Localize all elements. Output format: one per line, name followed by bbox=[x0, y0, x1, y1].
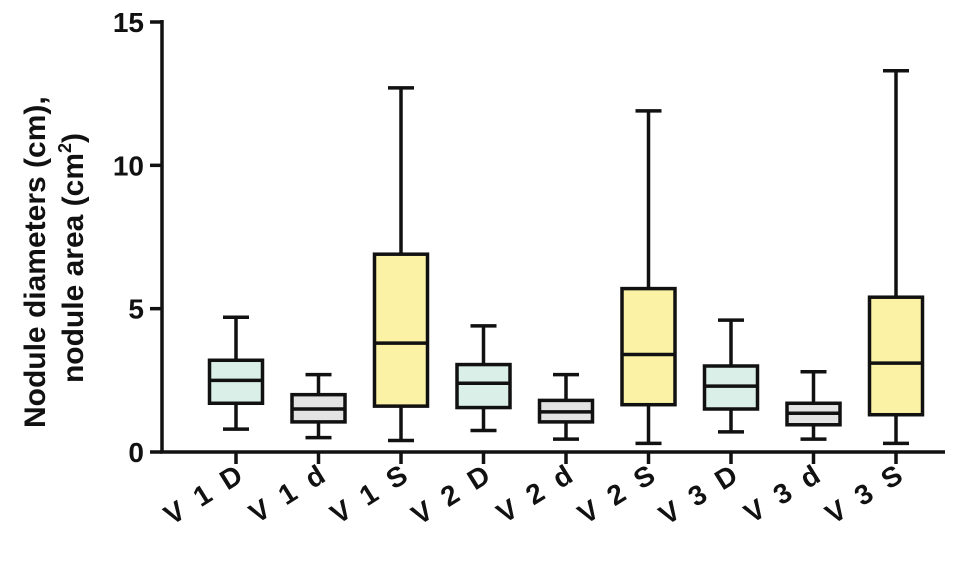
y-axis-title: Nodule diameters (cm), nodule area (cm2) bbox=[19, 88, 90, 428]
box-V2S bbox=[620, 109, 677, 446]
category-label: V 1 D bbox=[158, 457, 251, 531]
y-tick-label: 0 bbox=[128, 437, 144, 468]
iqr-box bbox=[455, 362, 512, 410]
box-V1D bbox=[207, 315, 265, 431]
box-V3d bbox=[785, 369, 842, 441]
category-label: V 2 D bbox=[406, 457, 499, 531]
box-series bbox=[207, 68, 925, 446]
axes: 0 5 10 15 bbox=[113, 7, 945, 468]
category-label: V 3 S bbox=[820, 457, 911, 530]
y-tick-label: 15 bbox=[113, 7, 144, 38]
box-V1d bbox=[290, 372, 347, 440]
y-axis-title-line2-sup: 2 bbox=[55, 143, 75, 153]
box-V1S bbox=[372, 86, 430, 443]
iqr-box bbox=[620, 286, 677, 407]
category-label: V 3 d bbox=[739, 457, 829, 529]
iqr-box bbox=[867, 295, 925, 417]
category-labels: V 1 DV 1 dV 1 SV 2 DV 2 dV 2 SV 3 DV 3 d… bbox=[158, 457, 911, 531]
iqr-box bbox=[372, 252, 430, 408]
y-tick-label: 5 bbox=[128, 294, 144, 325]
y-axis-title-line2: nodule area (cm2) bbox=[55, 133, 90, 383]
category-label: V 2 d bbox=[491, 457, 581, 529]
y-tick-label: 10 bbox=[113, 150, 144, 181]
box-V2D bbox=[455, 324, 512, 433]
category-label: V 1 d bbox=[244, 457, 334, 529]
category-label: V 3 D bbox=[653, 457, 746, 531]
y-axis-title-line1: Nodule diameters (cm), bbox=[19, 96, 52, 428]
box-V3D bbox=[702, 318, 760, 434]
y-axis-title-line2-prefix: nodule area (cm bbox=[57, 153, 90, 383]
y-axis-title-line2-suffix: ) bbox=[57, 133, 90, 143]
category-label: V 2 S bbox=[572, 457, 663, 530]
category-label: V 1 S bbox=[325, 457, 416, 530]
box-V2d bbox=[537, 372, 595, 441]
box-V3S bbox=[867, 68, 925, 446]
